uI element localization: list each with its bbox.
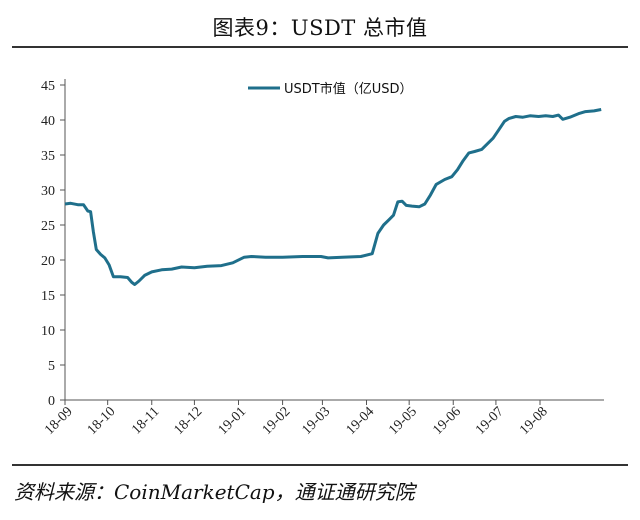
- y-tick-label: 35: [41, 149, 55, 164]
- y-tick-label: 25: [41, 219, 55, 234]
- y-tick-label: 30: [41, 184, 55, 199]
- x-tick-label: 19-06: [430, 404, 464, 438]
- x-tick-label: 19-07: [473, 404, 507, 438]
- x-tick-label: 19-04: [344, 404, 378, 438]
- y-axis-ticks: 0 5 10 15 20 25 30 35 40 45: [41, 79, 65, 409]
- x-tick-label: 19-02: [260, 404, 294, 438]
- y-tick-label: 15: [41, 289, 55, 304]
- x-tick-label: 19-03: [300, 404, 334, 438]
- y-tick-label: 0: [48, 394, 55, 409]
- y-tick-label: 45: [41, 79, 55, 94]
- y-tick-label: 40: [41, 114, 55, 129]
- x-tick-label: 19-01: [216, 404, 250, 438]
- x-tick-label: 18-11: [129, 404, 162, 437]
- x-tick-label: 18-12: [172, 404, 206, 438]
- legend-label: USDT市值（亿USD）: [284, 81, 413, 97]
- usdt-market-cap-line: [64, 108, 602, 286]
- y-tick-label: 10: [41, 324, 55, 339]
- x-tick-label: 18-09: [42, 404, 76, 438]
- chart-title: 图表9：USDT 总市值: [212, 16, 428, 40]
- y-tick-label: 20: [41, 254, 55, 269]
- x-tick-label: 18-10: [85, 404, 119, 438]
- legend: USDT市值（亿USD）: [248, 81, 413, 97]
- x-tick-label: 19-08: [517, 404, 551, 438]
- top-rule: [12, 46, 628, 48]
- y-tick-label: 5: [48, 359, 55, 374]
- x-axis-ticks: 18-09 18-10 18-11 18-12 19-01 19-02 19-03 19-04…: [42, 400, 551, 438]
- bottom-rule: [12, 464, 628, 466]
- x-tick-label: 19-05: [386, 404, 420, 438]
- source-note: 资料来源：CoinMarketCap，通证通研究院: [14, 480, 415, 504]
